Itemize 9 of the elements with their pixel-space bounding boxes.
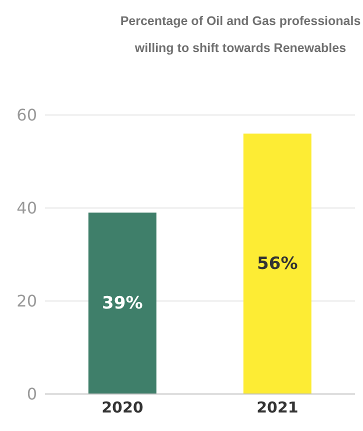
y-tick-label: 0 — [26, 384, 37, 404]
chart-title: Percentage of Oil and Gas professionals willing to shift towards Renewables — [119, 13, 362, 57]
x-tick-label: 2020 — [102, 398, 144, 417]
data-label: 39% — [102, 293, 143, 314]
x-tick-label: 2021 — [256, 398, 298, 417]
y-tick-label: 40 — [16, 198, 37, 218]
data-label: 56% — [257, 254, 298, 274]
y-tick-label: 60 — [16, 106, 37, 125]
y-tick-label: 20 — [16, 292, 37, 311]
